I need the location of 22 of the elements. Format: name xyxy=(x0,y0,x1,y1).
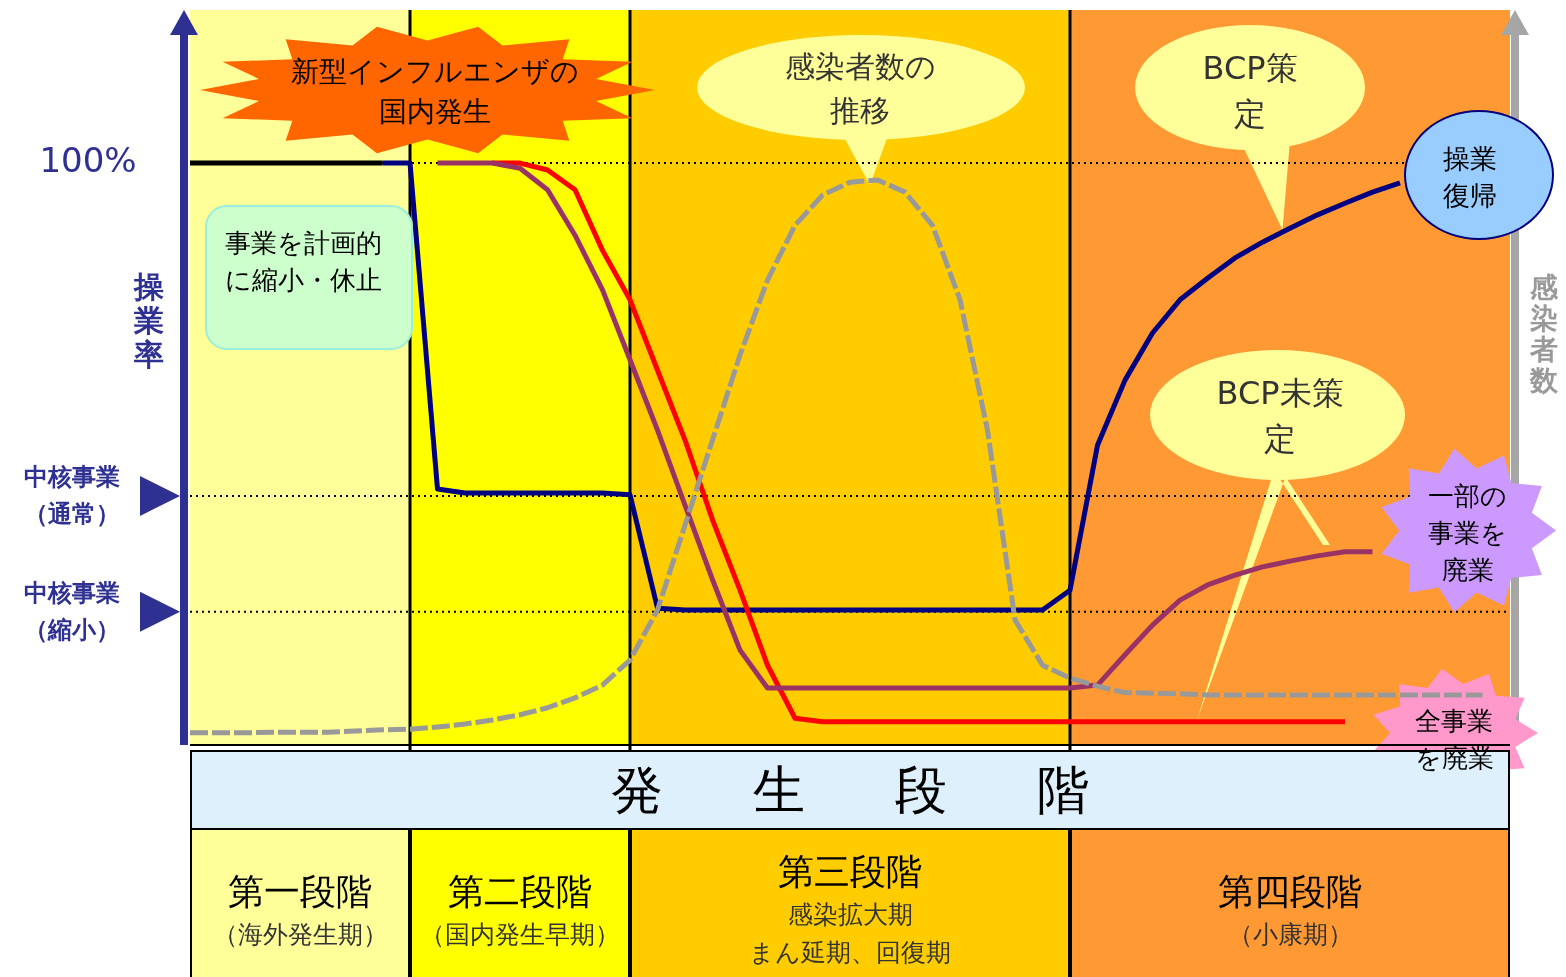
text: BCP策定 xyxy=(1201,48,1299,135)
text: 新型インフルエンザの国内発生 xyxy=(290,54,580,130)
y-axis-title: 操業率 xyxy=(134,269,165,372)
text: 感染者数の推移 xyxy=(783,48,937,130)
text: （海外発生期） xyxy=(211,919,389,951)
x-axis-title: 発生段階 xyxy=(611,760,1179,820)
ref-line-label: 中核事業（通常） xyxy=(24,463,120,529)
ref-line-label: 100% xyxy=(39,139,137,180)
annotation: BCP未策定 xyxy=(1215,373,1345,460)
text: 第三段階 xyxy=(777,850,923,894)
text: まん延期、回復期 xyxy=(748,937,952,969)
text: （国内発生早期） xyxy=(419,919,621,951)
annotation: 事業を計画的に縮小・休止 xyxy=(225,227,383,297)
text: 感染拡大期 xyxy=(786,899,914,931)
text: 第二段階 xyxy=(447,870,593,914)
annotation: 一部の事業を廃業 xyxy=(1427,480,1508,587)
annotation: 操業復帰 xyxy=(1442,142,1498,213)
ref-line-label: 中核事業（縮小） xyxy=(24,578,120,644)
text: 第一段階 xyxy=(227,870,373,914)
text: （小康期） xyxy=(1226,919,1354,951)
text: 第四段階 xyxy=(1217,870,1363,914)
y2-axis-title: 感染者数 xyxy=(1530,271,1559,397)
